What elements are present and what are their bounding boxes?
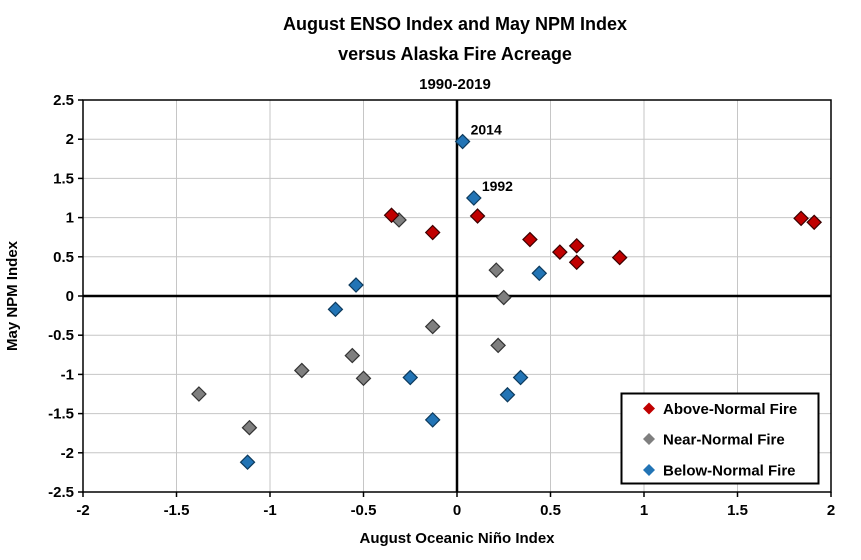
- x-tick-label: -0.5: [351, 502, 377, 519]
- data-point-below-normal-fire: [239, 454, 256, 471]
- legend-label-above-normal: Above-Normal Fire: [663, 401, 797, 418]
- x-tick-label: -2: [76, 502, 89, 519]
- data-point-near-normal-fire: [488, 262, 505, 278]
- x-tick-label: 2: [827, 502, 835, 519]
- axis-tick-labels: -2 -1.5 -1 -0.5 0 0.5 1 1.5 2 2.5 2 1.5 1 0.5 0 -0.5 -1 -…: [48, 92, 835, 519]
- data-point-above-normal-fire: [552, 244, 568, 260]
- chart-title-line1: August ENSO Index and May NPM Index: [283, 14, 627, 34]
- x-tick-label: 1: [640, 502, 648, 519]
- data-point-below-normal-fire: [499, 386, 516, 403]
- axis-ticks: [78, 99, 832, 497]
- data-point-above-normal-fire: [424, 224, 441, 241]
- data-point-near-normal-fire: [344, 347, 361, 364]
- data-point-near-normal-fire: [424, 318, 441, 335]
- x-tick-label: 0: [453, 502, 461, 519]
- point-year-labels: 2014 1992: [471, 122, 514, 194]
- data-point-below-normal-fire: [348, 277, 364, 293]
- y-tick-label: 2.5: [53, 92, 74, 109]
- data-point-below-normal-fire: [402, 369, 419, 386]
- x-axis-title: August Oceanic Niño Index: [359, 530, 555, 547]
- legend-marker-above-normal: [643, 402, 655, 415]
- data-point-near-normal-fire: [490, 337, 506, 354]
- data-point-near-normal-fire: [355, 370, 372, 387]
- data-point-above-normal-fire: [469, 208, 486, 224]
- data-point-below-normal-fire: [454, 133, 471, 150]
- data-point-below-normal-fire: [465, 190, 482, 206]
- data-point-above-normal-fire: [806, 214, 823, 231]
- data-point-above-normal-fire: [793, 210, 809, 227]
- x-tick-label: -1.5: [164, 502, 190, 519]
- x-tick-label: -1: [263, 502, 276, 519]
- legend-label-below-normal: Below-Normal Fire: [663, 463, 796, 480]
- data-point-above-normal-fire: [568, 254, 585, 271]
- annotation-2014: 2014: [471, 122, 502, 138]
- data-point-below-normal-fire: [531, 265, 548, 282]
- data-point-below-normal-fire: [424, 412, 441, 428]
- zero-axes: [83, 100, 831, 492]
- y-tick-label: -1.5: [48, 406, 74, 423]
- x-tick-label: 1.5: [727, 502, 748, 519]
- x-tick-label: 0.5: [540, 502, 561, 519]
- data-point-above-normal-fire: [522, 231, 538, 248]
- chart-title-line2: versus Alaska Fire Acreage: [338, 44, 572, 64]
- legend-marker-near-normal: [643, 433, 655, 445]
- y-tick-label: 1: [66, 210, 74, 227]
- y-tick-label: -2.5: [48, 484, 74, 501]
- chart-title-line3: 1990-2019: [419, 76, 491, 93]
- data-point-above-normal-fire: [568, 237, 585, 254]
- annotation-1992: 1992: [482, 178, 513, 194]
- data-point-near-normal-fire: [241, 419, 258, 436]
- y-tick-label: -2: [61, 445, 74, 462]
- legend-label-near-normal: Near-Normal Fire: [663, 432, 785, 449]
- data-point-below-normal-fire: [512, 369, 529, 386]
- data-point-above-normal-fire: [611, 249, 628, 266]
- y-tick-label: 0.5: [53, 249, 74, 266]
- data-point-below-normal-fire: [327, 301, 344, 318]
- data-point-near-normal-fire: [293, 362, 310, 379]
- legend-marker-below-normal: [643, 464, 655, 476]
- y-tick-label: 2: [66, 131, 74, 148]
- y-axis-title: May NPM Index: [4, 240, 21, 351]
- y-tick-label: 1.5: [53, 170, 74, 187]
- y-tick-label: -1: [61, 366, 74, 383]
- legend: Above-Normal Fire Near-Normal Fire Below…: [620, 392, 820, 485]
- data-point-above-normal-fire: [383, 207, 400, 224]
- data-points: [191, 133, 823, 471]
- data-point-near-normal-fire: [191, 386, 207, 402]
- y-tick-label: -0.5: [48, 327, 74, 344]
- data-point-near-normal-fire: [495, 289, 512, 306]
- y-tick-label: 0: [66, 288, 74, 305]
